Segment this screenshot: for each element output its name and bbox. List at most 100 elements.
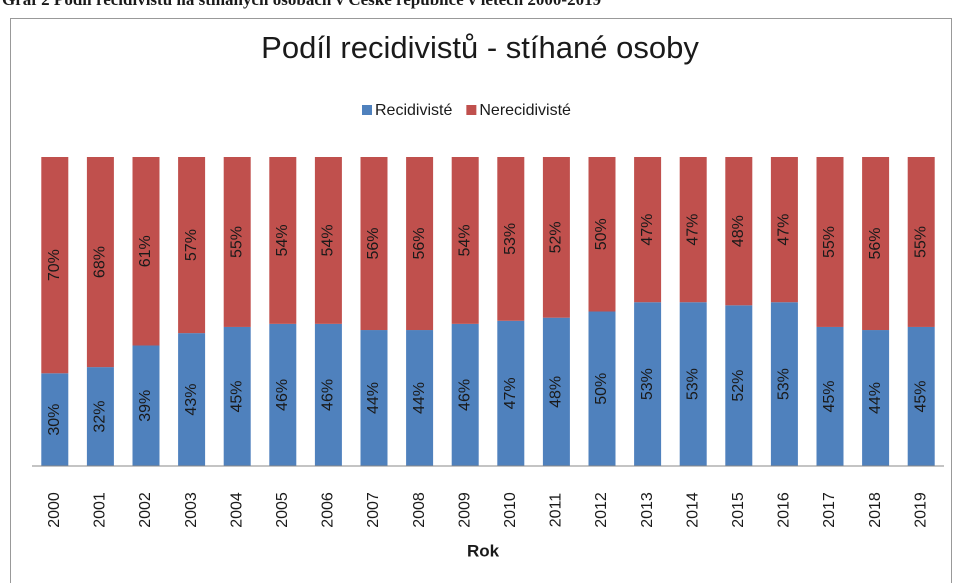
x-tick-label: 2015 bbox=[730, 492, 747, 528]
x-tick-label: 2010 bbox=[502, 492, 519, 528]
bar-segment bbox=[360, 330, 388, 466]
legend-swatch bbox=[362, 105, 372, 115]
value-label: 57% bbox=[183, 229, 200, 261]
bar-segment bbox=[178, 333, 206, 466]
bar-segment bbox=[178, 157, 206, 334]
value-label: 55% bbox=[228, 226, 245, 258]
value-label: 45% bbox=[228, 380, 245, 412]
x-tick-label: 2014 bbox=[684, 492, 701, 528]
x-tick-label: 2008 bbox=[411, 492, 428, 528]
value-label: 48% bbox=[548, 376, 565, 408]
caption: Graf 2 Podíl recidivistů na stíhaných os… bbox=[2, 0, 601, 9]
bar-segment bbox=[314, 157, 342, 324]
x-tick-label: 2001 bbox=[92, 492, 109, 528]
value-label: 53% bbox=[776, 368, 793, 400]
x-axis-label: Rok bbox=[467, 541, 500, 560]
value-label: 46% bbox=[456, 379, 473, 411]
bar-segment bbox=[360, 157, 388, 331]
value-label: 61% bbox=[137, 235, 154, 267]
x-tick-label: 2003 bbox=[183, 492, 200, 528]
x-tick-label: 2004 bbox=[228, 492, 245, 528]
value-label: 53% bbox=[502, 223, 519, 255]
bar-segment bbox=[406, 157, 434, 331]
value-label: 50% bbox=[593, 218, 610, 250]
bar-segment bbox=[816, 326, 844, 466]
bar-segment bbox=[269, 323, 297, 466]
value-label: 44% bbox=[365, 382, 382, 414]
value-label: 45% bbox=[912, 380, 929, 412]
value-label: 56% bbox=[411, 228, 428, 260]
bar-segment bbox=[314, 323, 342, 466]
x-tick-label: 2016 bbox=[776, 492, 793, 528]
value-label: 47% bbox=[684, 214, 701, 246]
bar-segment bbox=[542, 157, 570, 318]
bar-segment bbox=[725, 157, 753, 306]
value-label: 52% bbox=[730, 370, 747, 402]
x-tick-label: 2006 bbox=[320, 492, 337, 528]
value-label: 43% bbox=[183, 384, 200, 416]
bar-segment bbox=[497, 157, 525, 321]
bar-segment bbox=[41, 157, 69, 374]
bar-segment bbox=[770, 302, 798, 466]
bar-segment bbox=[86, 367, 114, 466]
value-label: 54% bbox=[274, 224, 291, 256]
bar-segment bbox=[634, 157, 662, 303]
value-label: 53% bbox=[639, 368, 656, 400]
bar-segment bbox=[725, 305, 753, 466]
value-label: 47% bbox=[639, 214, 656, 246]
bar-segment bbox=[588, 311, 616, 466]
x-tick-label: 2012 bbox=[593, 492, 610, 528]
bar-segment bbox=[132, 345, 160, 466]
x-tick-label: 2013 bbox=[639, 492, 656, 528]
value-label: 30% bbox=[46, 404, 63, 436]
legend-label: Recidivisté bbox=[375, 102, 452, 119]
value-label: 47% bbox=[776, 214, 793, 246]
value-label: 50% bbox=[593, 373, 610, 405]
value-label: 56% bbox=[867, 228, 884, 260]
value-label: 39% bbox=[137, 390, 154, 422]
bar-segment bbox=[862, 330, 890, 466]
value-label: 55% bbox=[821, 226, 838, 258]
chart-title: Podíl recidivistů - stíhané osoby bbox=[261, 30, 699, 65]
bar-segment bbox=[451, 323, 479, 466]
x-tick-label: 2017 bbox=[821, 492, 838, 528]
bar-segment bbox=[41, 373, 69, 466]
value-label: 46% bbox=[320, 379, 337, 411]
bar-segment bbox=[451, 157, 479, 324]
value-label: 53% bbox=[684, 368, 701, 400]
value-label: 54% bbox=[456, 224, 473, 256]
x-tick-label: 2007 bbox=[365, 492, 382, 528]
legend-label: Nerecidivisté bbox=[479, 102, 571, 119]
x-tick-label: 2009 bbox=[456, 492, 473, 528]
value-label: 56% bbox=[365, 228, 382, 260]
bar-segment bbox=[816, 157, 844, 327]
bar-segment bbox=[770, 157, 798, 303]
x-tick-label: 2000 bbox=[46, 492, 63, 528]
value-label: 48% bbox=[730, 215, 747, 247]
value-label: 44% bbox=[867, 382, 884, 414]
legend-swatch bbox=[466, 105, 477, 115]
x-tick-label: 2011 bbox=[548, 493, 565, 528]
bar-segment bbox=[862, 157, 890, 331]
value-label: 68% bbox=[92, 246, 109, 278]
value-label: 54% bbox=[320, 224, 337, 256]
bar-segment bbox=[132, 157, 160, 346]
bar-segment bbox=[907, 326, 935, 466]
bar-segment bbox=[542, 317, 570, 466]
bar-segment bbox=[679, 157, 707, 303]
bar-segment bbox=[588, 157, 616, 312]
value-label: 52% bbox=[548, 221, 565, 253]
x-tick-label: 2002 bbox=[137, 492, 154, 528]
bar-segment bbox=[497, 320, 525, 466]
bar-segment bbox=[406, 330, 434, 466]
bar-segment bbox=[86, 157, 114, 368]
value-label: 46% bbox=[274, 379, 291, 411]
value-label: 70% bbox=[46, 249, 63, 281]
bar-segment bbox=[223, 157, 251, 327]
bar-segment bbox=[269, 157, 297, 324]
x-tick-label: 2019 bbox=[912, 492, 929, 528]
value-label: 47% bbox=[502, 377, 519, 409]
value-label: 44% bbox=[411, 382, 428, 414]
